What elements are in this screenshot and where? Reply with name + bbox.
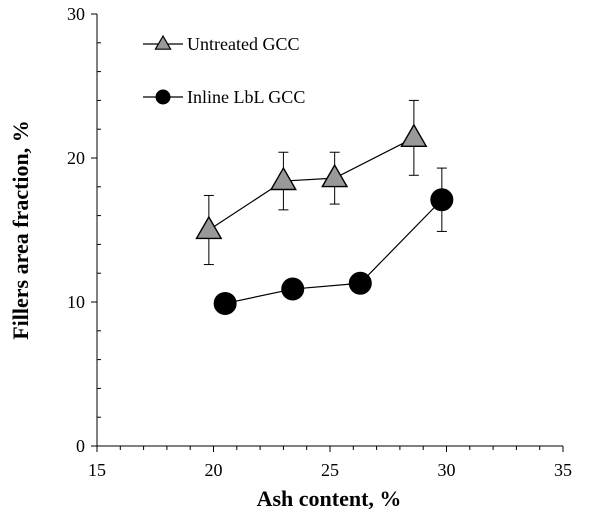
x-axis-ticks: 15 20 25 30 35 [88,446,572,480]
circle-marker [348,271,372,295]
circle-marker [281,277,305,301]
x-tick-label: 15 [88,460,106,480]
y-tick-label: 0 [76,436,85,456]
series-1 [195,99,428,266]
x-tick-label: 35 [554,460,572,480]
series-line [225,199,443,305]
series-2 [213,167,454,315]
legend-label: Inline LbL GCC [187,87,305,107]
triangle-marker [321,163,349,188]
circle-marker [213,291,237,315]
legend-triangle-marker [154,34,172,50]
series-line [208,137,415,231]
legend-label: Untreated GCC [187,34,299,54]
legend-circle-marker [155,89,171,105]
y-tick-label: 20 [67,148,85,168]
y-axis-ticks: 0 10 20 30 [67,4,101,456]
x-axis-title: Ash content, % [257,486,402,511]
y-axis-title: Fillers area fraction, % [8,120,33,340]
triangle-marker [269,166,297,191]
x-tick-label: 30 [438,460,456,480]
x-tick-label: 20 [205,460,223,480]
y-tick-label: 30 [67,4,85,24]
legend: Untreated GCC Inline LbL GCC [143,34,305,107]
legend-entry: Inline LbL GCC [143,87,305,107]
triangle-marker [400,123,428,147]
triangle-marker [195,215,223,240]
y-tick-label: 10 [67,292,85,312]
axes [96,14,563,447]
series-layer [195,99,454,315]
legend-entry: Untreated GCC [143,34,299,54]
x-tick-label: 25 [321,460,339,480]
circle-marker [430,188,454,212]
